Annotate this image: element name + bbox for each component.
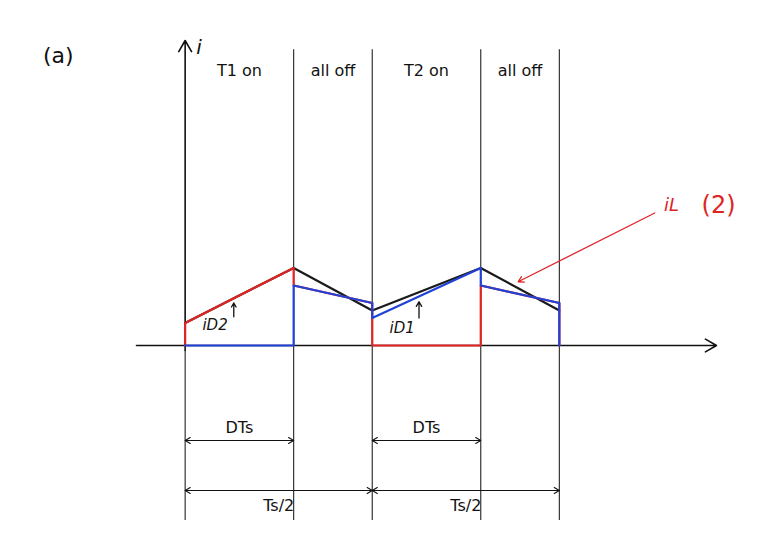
svg-text:(2): (2) bbox=[702, 191, 736, 219]
svg-text:all off: all off bbox=[311, 61, 357, 80]
svg-text:i: i bbox=[196, 35, 202, 59]
svg-text:DTs: DTs bbox=[413, 418, 441, 437]
svg-text:all off: all off bbox=[498, 61, 544, 80]
svg-text:DTs: DTs bbox=[226, 418, 254, 437]
svg-text:iD2: iD2 bbox=[202, 316, 227, 334]
svg-text:(a): (a) bbox=[43, 43, 74, 68]
svg-text:Ts/2: Ts/2 bbox=[449, 496, 481, 515]
svg-text:Ts/2: Ts/2 bbox=[262, 496, 294, 515]
svg-text:T1 on: T1 on bbox=[216, 61, 262, 80]
svg-text:T2 on: T2 on bbox=[403, 61, 449, 80]
svg-text:iD1: iD1 bbox=[390, 319, 415, 337]
svg-text:iL: iL bbox=[664, 194, 679, 215]
